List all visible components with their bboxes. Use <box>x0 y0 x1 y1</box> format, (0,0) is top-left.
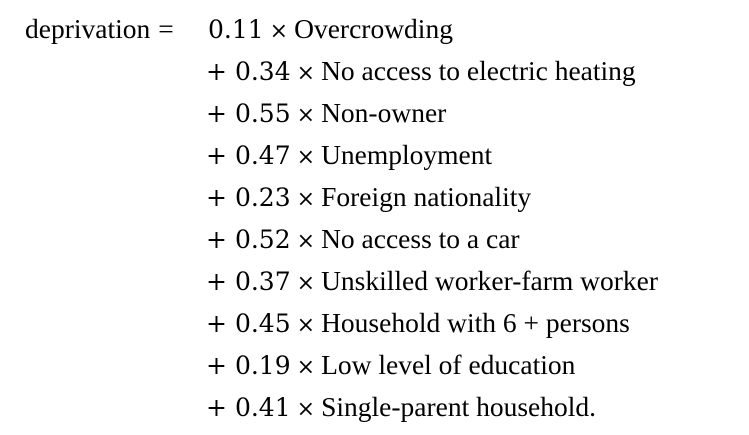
term-variable: Household with 6 + persons <box>321 307 630 338</box>
equation-term: +0.23 × Foreign nationality <box>206 180 531 217</box>
term-coefficient: 0.45 <box>234 309 291 338</box>
equation-term: 0.11 × Overcrowding <box>200 12 453 49</box>
times-sign: × <box>296 271 316 296</box>
plus-sign: + <box>206 309 227 338</box>
term-variable: Low level of education <box>321 349 576 380</box>
plus-sign: + <box>206 267 227 296</box>
term-coefficient: 0.41 <box>234 393 291 422</box>
equals-sign: = <box>158 13 174 44</box>
plus-sign: + <box>206 225 227 254</box>
equation-term: +0.45 × Household with 6 + persons <box>206 306 630 343</box>
times-sign: × <box>296 397 316 422</box>
term-variable: Non-owner <box>321 97 447 128</box>
equation-term: +0.19 × Low level of education <box>206 348 575 385</box>
term-coefficient: 0.11 <box>208 15 264 44</box>
times-sign: × <box>296 229 316 254</box>
equation-term: +0.34 × No access to electric heating <box>206 54 636 91</box>
term-coefficient: 0.34 <box>234 57 291 86</box>
times-sign: × <box>296 187 316 212</box>
plus-sign: + <box>206 351 227 380</box>
equation-term: +0.41 × Single-parent household. <box>206 390 596 427</box>
term-variable: No access to electric heating <box>321 55 636 86</box>
times-sign: × <box>296 145 316 170</box>
term-coefficient: 0.47 <box>234 141 291 170</box>
plus-sign: + <box>206 57 227 86</box>
plus-sign: + <box>206 141 227 170</box>
term-variable: Unskilled worker-farm worker <box>321 265 659 296</box>
plus-sign: + <box>206 99 227 128</box>
equation-term: +0.52 × No access to a car <box>206 222 520 259</box>
term-variable: No access to a car <box>321 223 520 254</box>
term-coefficient: 0.52 <box>234 225 291 254</box>
times-sign: × <box>296 355 316 380</box>
term-variable: Foreign nationality <box>321 181 532 212</box>
term-coefficient: 0.55 <box>234 99 291 128</box>
lhs-variable: deprivation <box>25 13 151 44</box>
term-variable: Unemployment <box>321 139 493 170</box>
times-sign: × <box>296 103 316 128</box>
equation-term: +0.55 × Non-owner <box>206 96 446 133</box>
term-variable: Single-parent household. <box>321 391 597 422</box>
term-coefficient: 0.37 <box>234 267 291 296</box>
times-sign: × <box>296 313 316 338</box>
term-variable: Overcrowding <box>294 13 453 44</box>
equation-term: +0.47 × Unemployment <box>206 138 492 175</box>
plus-sign: + <box>206 393 227 422</box>
plus-sign: + <box>206 183 227 212</box>
equation-lhs: deprivation = <box>25 12 176 46</box>
equation-term: +0.37 × Unskilled worker-farm worker <box>206 264 658 301</box>
term-coefficient: 0.23 <box>234 183 291 212</box>
times-sign: × <box>296 61 316 86</box>
term-coefficient: 0.19 <box>234 351 291 380</box>
times-sign: × <box>269 19 289 44</box>
